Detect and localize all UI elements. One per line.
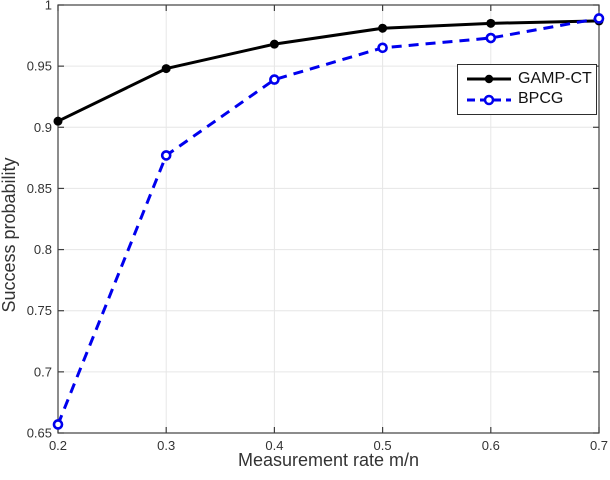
y-tick-label: 0.8	[34, 242, 52, 257]
data-point-marker	[269, 39, 279, 49]
y-tick-label: 0.85	[27, 181, 52, 196]
legend-label-gamp-ct: GAMP-CT	[518, 69, 592, 87]
y-axis-title: Success probability	[0, 157, 19, 313]
series-line	[56, 16, 600, 425]
y-tick-label: 0.95	[27, 59, 52, 74]
legend-label-bpcg: BPCG	[518, 90, 564, 108]
axis-frame	[57, 4, 600, 434]
tick-labels: 0.2 0.3 0.4 0.5 0.6 0.7 0.65 0.7 0.75 0.8 0.85 0.9 0…	[27, 0, 608, 453]
x-tick-label: 0.7	[590, 438, 608, 453]
x-tick-label: 0.2	[49, 438, 67, 453]
y-tick-label: 0.7	[34, 364, 52, 379]
x-tick-label: 0.4	[265, 438, 283, 453]
legend-marker-0	[484, 74, 494, 84]
y-tick-label: 1	[45, 0, 52, 13]
legend-entry-bpcg: BPCG	[466, 91, 596, 108]
y-tick-label: 0.75	[27, 303, 52, 318]
x-tick-label: 0.6	[482, 438, 500, 453]
data-point-marker	[378, 23, 388, 33]
axis-ticks	[57, 4, 600, 434]
series-line	[57, 19, 600, 123]
data-point-marker	[52, 419, 64, 430]
data-point-marker	[485, 32, 497, 44]
data-point-marker	[486, 18, 496, 28]
legend-line-sample-gamp-ct-icon	[467, 74, 511, 84]
x-tick-label: 0.5	[374, 438, 392, 453]
legend[interactable]: GAMP-CT BPCG	[457, 64, 597, 115]
y-tick-label: 0.9	[34, 120, 52, 135]
x-axis-title: Measurement rate m/n	[237, 450, 420, 470]
series-bpcg	[52, 13, 605, 430]
legend-entry-gamp-ct: GAMP-CT	[466, 69, 596, 88]
data-point-marker	[53, 116, 63, 126]
legend-marker-1	[483, 94, 495, 106]
data-point-marker	[269, 74, 280, 85]
data-point-marker	[593, 13, 605, 24]
data-point-marker	[160, 150, 172, 161]
x-tick-label: 0.3	[157, 438, 175, 453]
data-point-marker	[377, 42, 388, 54]
y-tick-label: 0.65	[27, 426, 52, 441]
legend-line-sample-bpcg-icon	[467, 94, 511, 106]
data-point-marker	[161, 64, 171, 74]
